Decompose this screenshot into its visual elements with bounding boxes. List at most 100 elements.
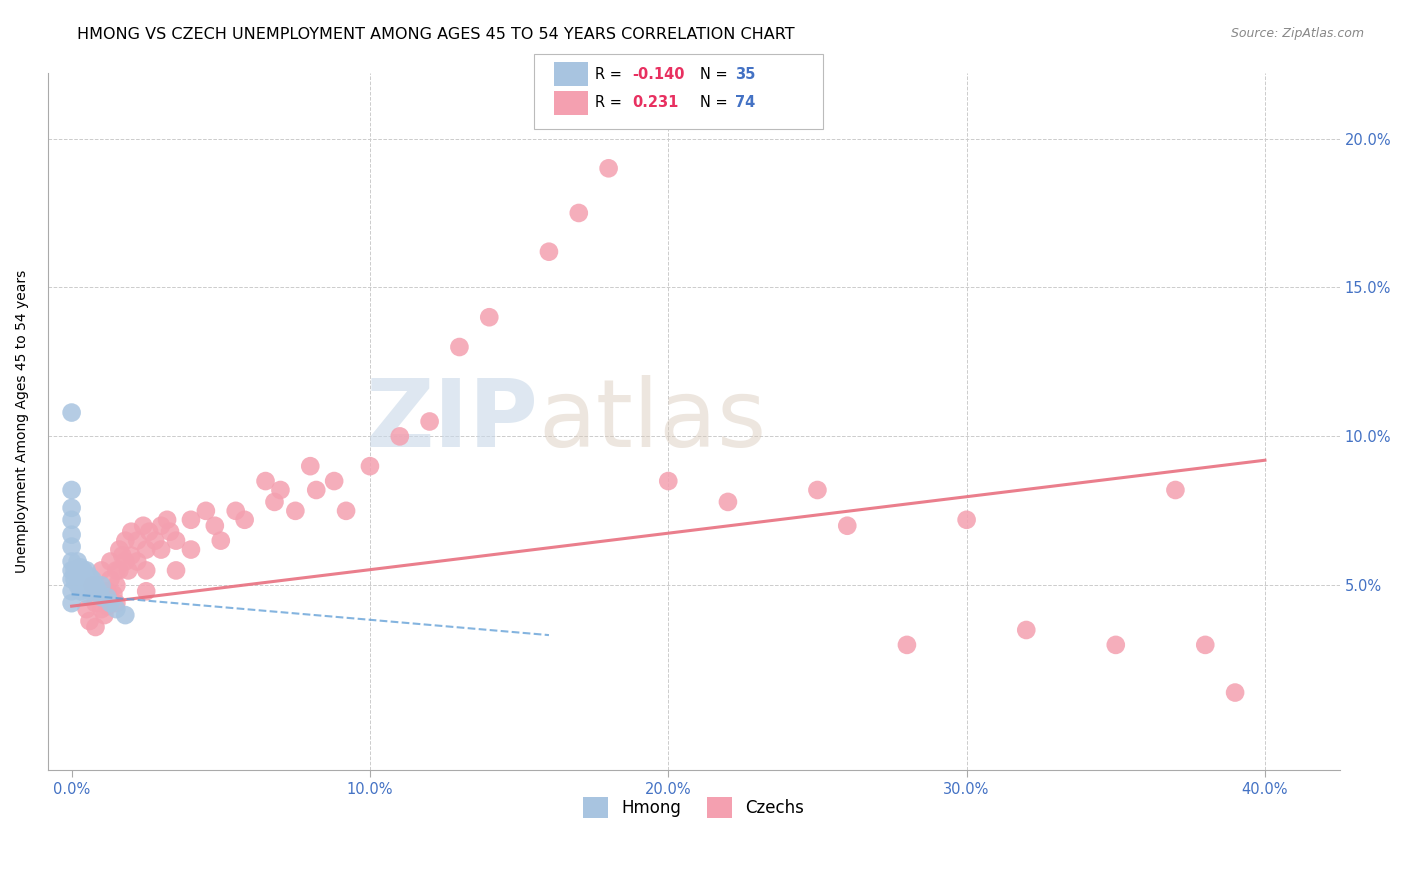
Point <box>105 563 128 577</box>
Point <box>837 518 859 533</box>
Text: 35: 35 <box>735 67 755 81</box>
Point <box>84 596 107 610</box>
Point <box>93 608 115 623</box>
Point <box>132 518 155 533</box>
Text: R =: R = <box>595 95 626 110</box>
Point <box>150 542 173 557</box>
Point <box>180 542 202 557</box>
Point <box>60 554 83 568</box>
Point <box>156 513 179 527</box>
Point <box>568 206 591 220</box>
Point <box>76 602 98 616</box>
Point <box>66 563 89 577</box>
Point <box>165 533 187 548</box>
Text: R =: R = <box>595 67 626 81</box>
Point <box>90 591 112 605</box>
Point <box>120 549 142 563</box>
Text: ZIP: ZIP <box>366 376 538 467</box>
Point <box>60 584 83 599</box>
Point <box>76 587 98 601</box>
Point <box>598 161 620 176</box>
Point <box>194 504 217 518</box>
Point <box>305 483 328 497</box>
Point <box>114 608 136 623</box>
Point <box>143 533 166 548</box>
Text: 74: 74 <box>735 95 755 110</box>
Point <box>105 596 128 610</box>
Point <box>96 584 118 599</box>
Text: atlas: atlas <box>538 376 766 467</box>
Point <box>1164 483 1187 497</box>
Y-axis label: Unemployment Among Ages 45 to 54 years: Unemployment Among Ages 45 to 54 years <box>15 270 30 574</box>
Point <box>103 587 125 601</box>
Point <box>96 591 118 605</box>
Point <box>76 575 98 590</box>
Point <box>105 578 128 592</box>
Point <box>117 563 139 577</box>
Point <box>63 563 86 577</box>
Point <box>269 483 291 497</box>
Point <box>323 474 346 488</box>
Point <box>84 578 107 592</box>
Point <box>60 540 83 554</box>
Point <box>135 584 157 599</box>
Point <box>419 415 441 429</box>
Point <box>60 500 83 515</box>
Point <box>233 513 256 527</box>
Text: N =: N = <box>700 95 733 110</box>
Text: HMONG VS CZECH UNEMPLOYMENT AMONG AGES 45 TO 54 YEARS CORRELATION CHART: HMONG VS CZECH UNEMPLOYMENT AMONG AGES 4… <box>77 27 794 42</box>
Point <box>105 602 128 616</box>
Point <box>108 563 131 577</box>
Point <box>120 524 142 539</box>
Point <box>76 563 98 577</box>
Point <box>1015 623 1038 637</box>
Point <box>127 554 149 568</box>
Point <box>388 429 411 443</box>
Point <box>60 483 83 497</box>
Point <box>1105 638 1128 652</box>
Text: Source: ZipAtlas.com: Source: ZipAtlas.com <box>1230 27 1364 40</box>
Point <box>150 518 173 533</box>
Point <box>127 533 149 548</box>
Legend: Hmong, Czechs: Hmong, Czechs <box>576 790 810 824</box>
Point <box>180 513 202 527</box>
Point <box>159 524 181 539</box>
Point <box>449 340 471 354</box>
Point <box>84 620 107 634</box>
Point <box>60 573 83 587</box>
Point <box>204 518 226 533</box>
Point <box>72 578 94 592</box>
Point <box>60 527 83 541</box>
Point <box>225 504 247 518</box>
Point <box>87 584 110 599</box>
Point <box>114 554 136 568</box>
Point <box>82 578 104 592</box>
Point <box>955 513 977 527</box>
Point <box>96 599 118 614</box>
Point <box>60 513 83 527</box>
Point <box>896 638 918 652</box>
Point <box>135 563 157 577</box>
Point <box>100 554 122 568</box>
Text: N =: N = <box>700 67 733 81</box>
Point <box>335 504 357 518</box>
Point <box>299 459 322 474</box>
Point <box>87 584 110 599</box>
Point <box>82 573 104 587</box>
Point <box>1223 685 1246 699</box>
Point <box>69 573 91 587</box>
Point <box>537 244 560 259</box>
Point <box>254 474 277 488</box>
Point <box>657 474 679 488</box>
Point <box>90 602 112 616</box>
Point <box>284 504 307 518</box>
Point <box>79 614 101 628</box>
Point <box>359 459 381 474</box>
Text: -0.140: -0.140 <box>633 67 685 81</box>
Point <box>66 554 89 568</box>
Point <box>90 578 112 592</box>
Point <box>69 560 91 574</box>
Text: 0.231: 0.231 <box>633 95 679 110</box>
Point <box>66 578 89 592</box>
Point <box>79 584 101 599</box>
